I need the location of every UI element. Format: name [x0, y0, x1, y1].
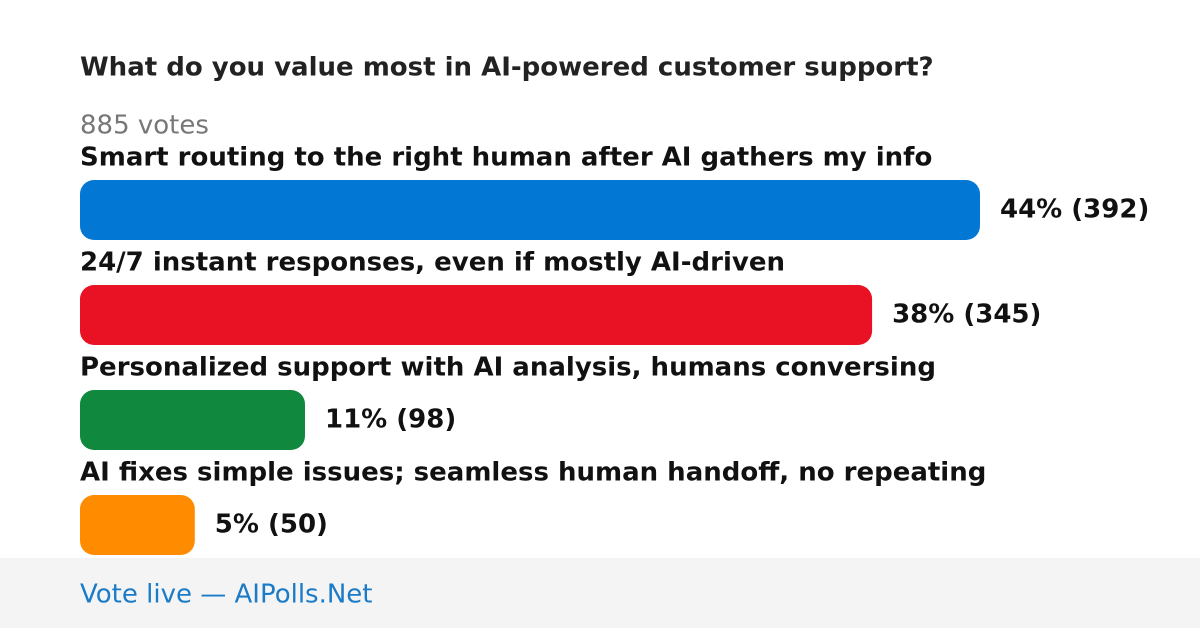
value-label: 11% (98) [325, 405, 456, 435]
bar [80, 390, 305, 450]
footer-band [0, 558, 1200, 628]
chart-title: What do you value most in AI-powered cus… [80, 53, 934, 83]
value-label: 44% (392) [1000, 195, 1149, 225]
value-label: 38% (345) [892, 300, 1041, 330]
bar [80, 180, 980, 240]
option-label: Personalized support with AI analysis, h… [80, 353, 936, 383]
option-label: AI fixes simple issues; seamless human h… [80, 458, 986, 488]
vote-count: 885 votes [80, 111, 209, 141]
footer-link[interactable]: Vote live — AIPolls.Net [80, 580, 373, 610]
option-label: 24/7 instant responses, even if mostly A… [80, 248, 785, 278]
value-label: 5% (50) [215, 510, 328, 540]
bar [80, 285, 873, 345]
option-label: Smart routing to the right human after A… [80, 143, 932, 173]
bar [80, 495, 195, 555]
